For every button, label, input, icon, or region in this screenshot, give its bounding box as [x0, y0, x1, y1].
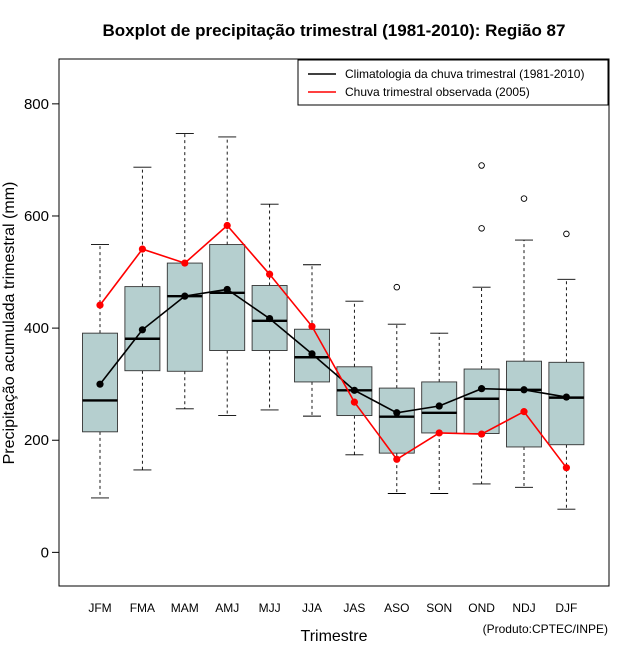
point-observada-mam — [181, 259, 189, 267]
box-amj — [209, 136, 246, 417]
series-line-climatologia — [99, 288, 567, 414]
point-observada-amj — [223, 221, 231, 230]
y-axis-title: Precipitação acumulada trimestral (mm) — [1, 182, 18, 465]
x-tick-label-mam: MAM — [171, 601, 199, 615]
box-iqr-mam — [166, 262, 203, 372]
outlier-ond-1 — [478, 162, 485, 169]
plot-frame — [58, 58, 610, 587]
point-climatologia-fma — [138, 326, 146, 334]
legend: Climatologia da chuva trimestral (1981-2… — [297, 59, 609, 106]
box-djf — [548, 230, 585, 510]
point-climatologia-ond — [478, 385, 486, 393]
point-observada-mjj — [266, 270, 274, 278]
legend-box — [297, 59, 609, 106]
x-tick-label-ndj: NDJ — [512, 601, 535, 615]
x-tick-label-mjj: MJJ — [259, 601, 281, 615]
series-climatologia — [96, 285, 571, 417]
point-observada-son — [435, 429, 443, 437]
box-iqr-djf — [548, 361, 585, 446]
point-climatologia-amj — [223, 285, 231, 294]
point-observada-ond — [478, 430, 486, 438]
point-observada-jja — [308, 322, 316, 331]
box-jfm — [82, 244, 118, 499]
box-ndj — [506, 195, 542, 488]
legend-label-observada: Chuva trimestral observada (2005) — [345, 85, 530, 99]
outlier-ndj-0 — [520, 195, 528, 202]
x-tick-label-jja: JJA — [302, 601, 322, 615]
outlier-djf-0 — [563, 230, 570, 238]
x-tick-label-son: SON — [426, 601, 452, 615]
chart-title: Boxplot de precipitação trimestral (1981… — [103, 21, 566, 40]
point-climatologia-jja — [308, 350, 316, 358]
point-climatologia-son — [435, 402, 443, 410]
outlier-aso-0 — [393, 283, 401, 291]
x-tick-label-aso: ASO — [384, 601, 409, 615]
series-line-observada — [99, 224, 568, 469]
point-observada-aso — [393, 455, 401, 463]
x-tick-label-jas: JAS — [343, 601, 365, 615]
box-iqr-ndj — [506, 360, 542, 448]
point-observada-fma — [138, 245, 146, 253]
y-tick-label-200: 200 — [24, 432, 49, 449]
x-tick-label-amj: AMJ — [215, 601, 239, 615]
box-mjj — [251, 203, 288, 411]
point-climatologia-mam — [181, 292, 189, 300]
x-tick-label-djf: DJF — [555, 601, 577, 615]
point-observada-djf — [562, 464, 571, 472]
box-jas — [336, 300, 373, 456]
box-jja — [294, 264, 330, 417]
point-observada-jas — [350, 398, 358, 406]
point-observada-ndj — [520, 408, 528, 416]
outlier-ond-0 — [478, 225, 485, 232]
credit-text: (Produto:CPTEC/INPE) — [483, 622, 608, 636]
y-tick-label-600: 600 — [24, 208, 49, 225]
axes-layer: 0 200 400 600 800 JFM FMA MAM AMJ MJJ JJA JAS ASO SON… — [24, 96, 577, 615]
point-climatologia-djf — [562, 393, 571, 401]
series-observada — [96, 221, 571, 472]
box-son — [421, 332, 458, 494]
point-climatologia-ndj — [520, 386, 528, 394]
series-lines-layer — [96, 221, 571, 472]
box-ond — [463, 162, 500, 485]
y-tick-label-0: 0 — [41, 544, 49, 561]
point-climatologia-jas — [350, 386, 358, 394]
x-tick-label-fma: FMA — [130, 601, 155, 615]
box-fma — [124, 166, 161, 471]
y-tick-label-400: 400 — [24, 320, 49, 337]
y-tick-label-800: 800 — [24, 96, 49, 113]
point-climatologia-aso — [393, 409, 401, 417]
x-tick-label-jfm: JFM — [88, 601, 111, 615]
box-iqr-ond — [463, 368, 500, 434]
boxes-layer — [82, 133, 585, 510]
box-mam — [166, 133, 203, 410]
legend-label-climatologia: Climatologia da chuva trimestral (1981-2… — [345, 67, 584, 81]
x-tick-label-ond: OND — [468, 601, 495, 615]
point-climatologia-mjj — [266, 314, 274, 323]
point-climatologia-jfm — [96, 380, 104, 388]
x-axis-title: Trimestre — [301, 628, 368, 645]
point-observada-jfm — [96, 301, 104, 309]
